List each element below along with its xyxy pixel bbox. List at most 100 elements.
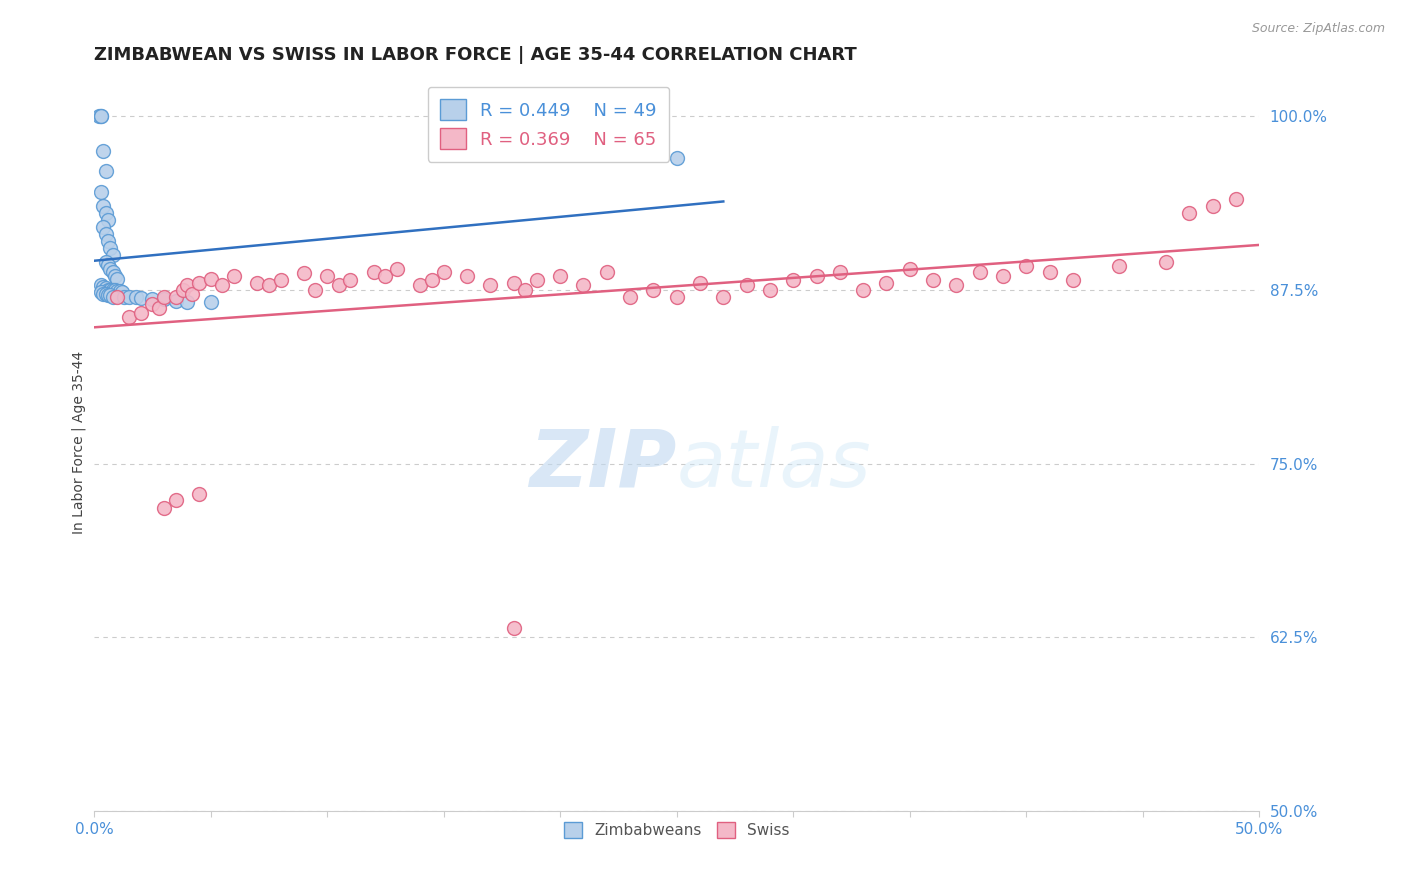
Point <box>548 268 571 283</box>
Point <box>665 151 688 165</box>
Point <box>118 290 141 304</box>
Point <box>105 290 128 304</box>
Point <box>125 290 148 304</box>
Point <box>97 213 120 227</box>
Point <box>211 278 233 293</box>
Point <box>1154 255 1177 269</box>
Point <box>129 306 152 320</box>
Point <box>165 293 187 308</box>
Point <box>643 283 665 297</box>
Text: ZIMBABWEAN VS SWISS IN LABOR FORCE | AGE 35-44 CORRELATION CHART: ZIMBABWEAN VS SWISS IN LABOR FORCE | AGE… <box>94 46 856 64</box>
Point <box>93 144 115 158</box>
Point <box>104 268 127 283</box>
Y-axis label: In Labor Force | Age 35-44: In Labor Force | Age 35-44 <box>72 351 86 534</box>
Point <box>665 290 688 304</box>
Point <box>222 268 245 283</box>
Point <box>94 227 117 241</box>
Point <box>181 286 204 301</box>
Point <box>94 255 117 269</box>
Point <box>172 283 194 297</box>
Point <box>991 268 1014 283</box>
Point <box>90 109 112 123</box>
Point <box>187 487 209 501</box>
Point <box>409 278 432 293</box>
Point <box>246 276 269 290</box>
Point <box>87 109 110 123</box>
Point <box>806 268 828 283</box>
Point <box>141 296 163 310</box>
Point <box>153 293 176 307</box>
Point <box>200 295 222 310</box>
Point <box>93 286 115 301</box>
Point <box>100 288 122 302</box>
Text: ZIP: ZIP <box>529 425 676 504</box>
Point <box>363 264 385 278</box>
Point <box>105 271 128 285</box>
Point <box>1202 199 1225 213</box>
Point <box>101 248 124 262</box>
Point <box>100 261 122 276</box>
Point <box>165 290 187 304</box>
Point <box>97 234 120 248</box>
Point <box>328 278 350 293</box>
Point <box>94 164 117 178</box>
Point <box>141 293 163 307</box>
Text: atlas: atlas <box>676 425 872 504</box>
Point <box>101 264 124 278</box>
Point <box>735 278 758 293</box>
Point <box>1038 264 1060 278</box>
Point <box>94 286 117 301</box>
Point <box>97 283 120 297</box>
Point <box>90 186 112 200</box>
Point <box>90 278 112 293</box>
Point <box>711 290 734 304</box>
Point <box>502 621 524 635</box>
Point <box>922 273 945 287</box>
Point <box>292 266 315 280</box>
Point <box>420 273 443 287</box>
Point <box>828 264 851 278</box>
Point <box>200 271 222 285</box>
Point <box>1108 259 1130 273</box>
Point <box>502 276 524 290</box>
Point <box>1225 192 1247 206</box>
Point <box>596 264 619 278</box>
Text: Source: ZipAtlas.com: Source: ZipAtlas.com <box>1251 22 1385 36</box>
Point <box>898 261 921 276</box>
Point <box>112 290 135 304</box>
Point <box>176 295 198 310</box>
Point <box>875 276 897 290</box>
Point <box>1062 273 1084 287</box>
Point <box>153 290 176 304</box>
Point <box>90 109 112 123</box>
Point <box>94 206 117 220</box>
Point <box>94 281 117 295</box>
Point <box>374 268 396 283</box>
Legend: Zimbabweans, Swiss: Zimbabweans, Swiss <box>557 816 796 844</box>
Point <box>165 492 187 507</box>
Point <box>759 283 782 297</box>
Point <box>257 278 280 293</box>
Point <box>93 220 115 235</box>
Point <box>108 284 131 298</box>
Point <box>129 291 152 305</box>
Point <box>526 273 548 287</box>
Point <box>515 283 537 297</box>
Point <box>619 290 641 304</box>
Point <box>187 276 209 290</box>
Point <box>572 278 595 293</box>
Point <box>100 241 122 255</box>
Point <box>118 310 141 325</box>
Point <box>104 283 127 297</box>
Point <box>304 283 326 297</box>
Point <box>339 273 361 287</box>
Point <box>101 290 124 304</box>
Point <box>385 261 408 276</box>
Point <box>105 284 128 298</box>
Point <box>456 268 478 283</box>
Point <box>101 283 124 297</box>
Point <box>945 278 967 293</box>
Point <box>1015 259 1038 273</box>
Point <box>93 199 115 213</box>
Point <box>97 288 120 302</box>
